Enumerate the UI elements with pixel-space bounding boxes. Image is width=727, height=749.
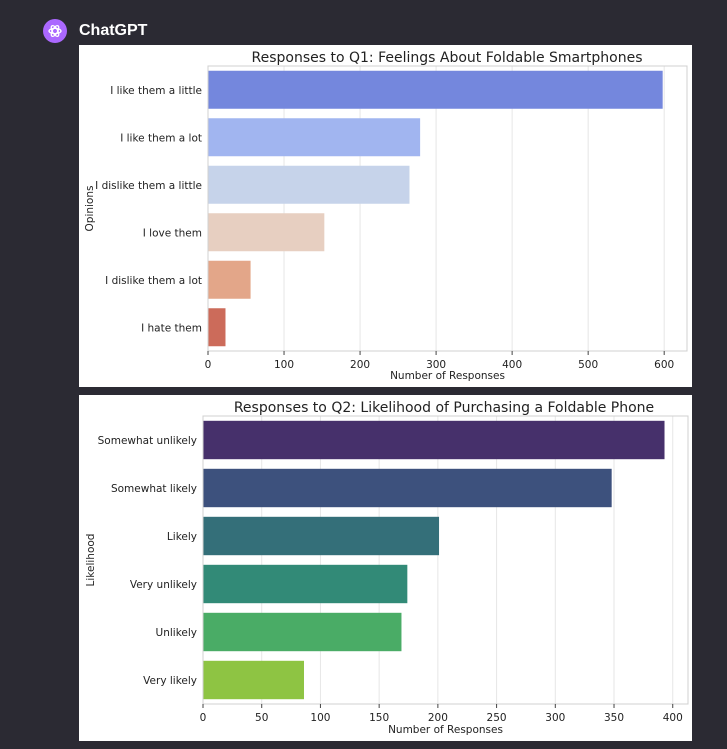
bar — [203, 468, 612, 508]
bar — [203, 516, 440, 556]
plot-frame — [202, 415, 689, 705]
chart-title: Responses to Q2: Likelihood of Purchasin… — [234, 400, 654, 416]
category-label: I like them a lot — [120, 132, 202, 144]
x-tick-label: 350 — [604, 712, 624, 724]
category-label: I dislike them a lot — [105, 275, 202, 287]
chart-title: Responses to Q1: Feelings About Foldable… — [252, 50, 643, 66]
bar — [208, 308, 226, 347]
x-tick-label: 150 — [369, 712, 389, 724]
category-label: Likely — [167, 531, 197, 543]
app-name: ChatGPT — [79, 22, 148, 39]
y-axis-label: Opinions — [84, 186, 96, 232]
x-tick-label: 50 — [255, 712, 268, 724]
chart-q1: Responses to Q1: Feelings About Foldable… — [84, 50, 688, 382]
bar — [203, 660, 304, 700]
category-label: I hate them — [141, 322, 202, 334]
x-tick-label: 600 — [654, 359, 674, 371]
category-label: I dislike them a little — [95, 180, 202, 192]
chart-q2: Responses to Q2: Likelihood of Purchasin… — [85, 400, 689, 736]
x-tick-label: 300 — [545, 712, 565, 724]
chat-header: ChatGPT — [43, 18, 147, 44]
bar — [208, 260, 251, 299]
x-tick-label: 100 — [310, 712, 330, 724]
x-axis-label: Number of Responses — [390, 370, 505, 382]
category-label: Somewhat likely — [111, 483, 197, 495]
bar — [203, 564, 408, 604]
category-label: Somewhat unlikely — [98, 435, 197, 447]
chart-panel-q2: Responses to Q2: Likelihood of Purchasin… — [79, 395, 692, 741]
x-tick-label: 100 — [274, 359, 294, 371]
category-label: Very likely — [143, 675, 197, 687]
bar — [203, 612, 402, 652]
bar — [208, 165, 410, 204]
openai-logo-glyph — [48, 24, 62, 38]
x-tick-label: 500 — [578, 359, 598, 371]
x-tick-label: 250 — [487, 712, 507, 724]
y-axis-label: Likelihood — [85, 534, 97, 587]
x-tick-label: 200 — [350, 359, 370, 371]
category-label: I love them — [143, 227, 202, 239]
category-label: I like them a little — [110, 85, 202, 97]
chart-panel-q1: Responses to Q1: Feelings About Foldable… — [79, 45, 692, 387]
category-label: Unlikely — [156, 627, 197, 639]
x-tick-label: 300 — [426, 359, 446, 371]
bar — [208, 118, 421, 157]
bar — [203, 420, 665, 460]
plot-frame — [207, 65, 688, 352]
x-tick-label: 200 — [428, 712, 448, 724]
x-tick-label: 0 — [205, 359, 212, 371]
x-tick-label: 400 — [502, 359, 522, 371]
bar — [208, 70, 663, 109]
category-label: Very unlikely — [130, 579, 197, 591]
x-tick-label: 400 — [663, 712, 683, 724]
bar — [208, 213, 325, 252]
x-axis-label: Number of Responses — [388, 724, 503, 736]
x-tick-label: 0 — [200, 712, 207, 724]
openai-logo-icon — [43, 19, 67, 43]
